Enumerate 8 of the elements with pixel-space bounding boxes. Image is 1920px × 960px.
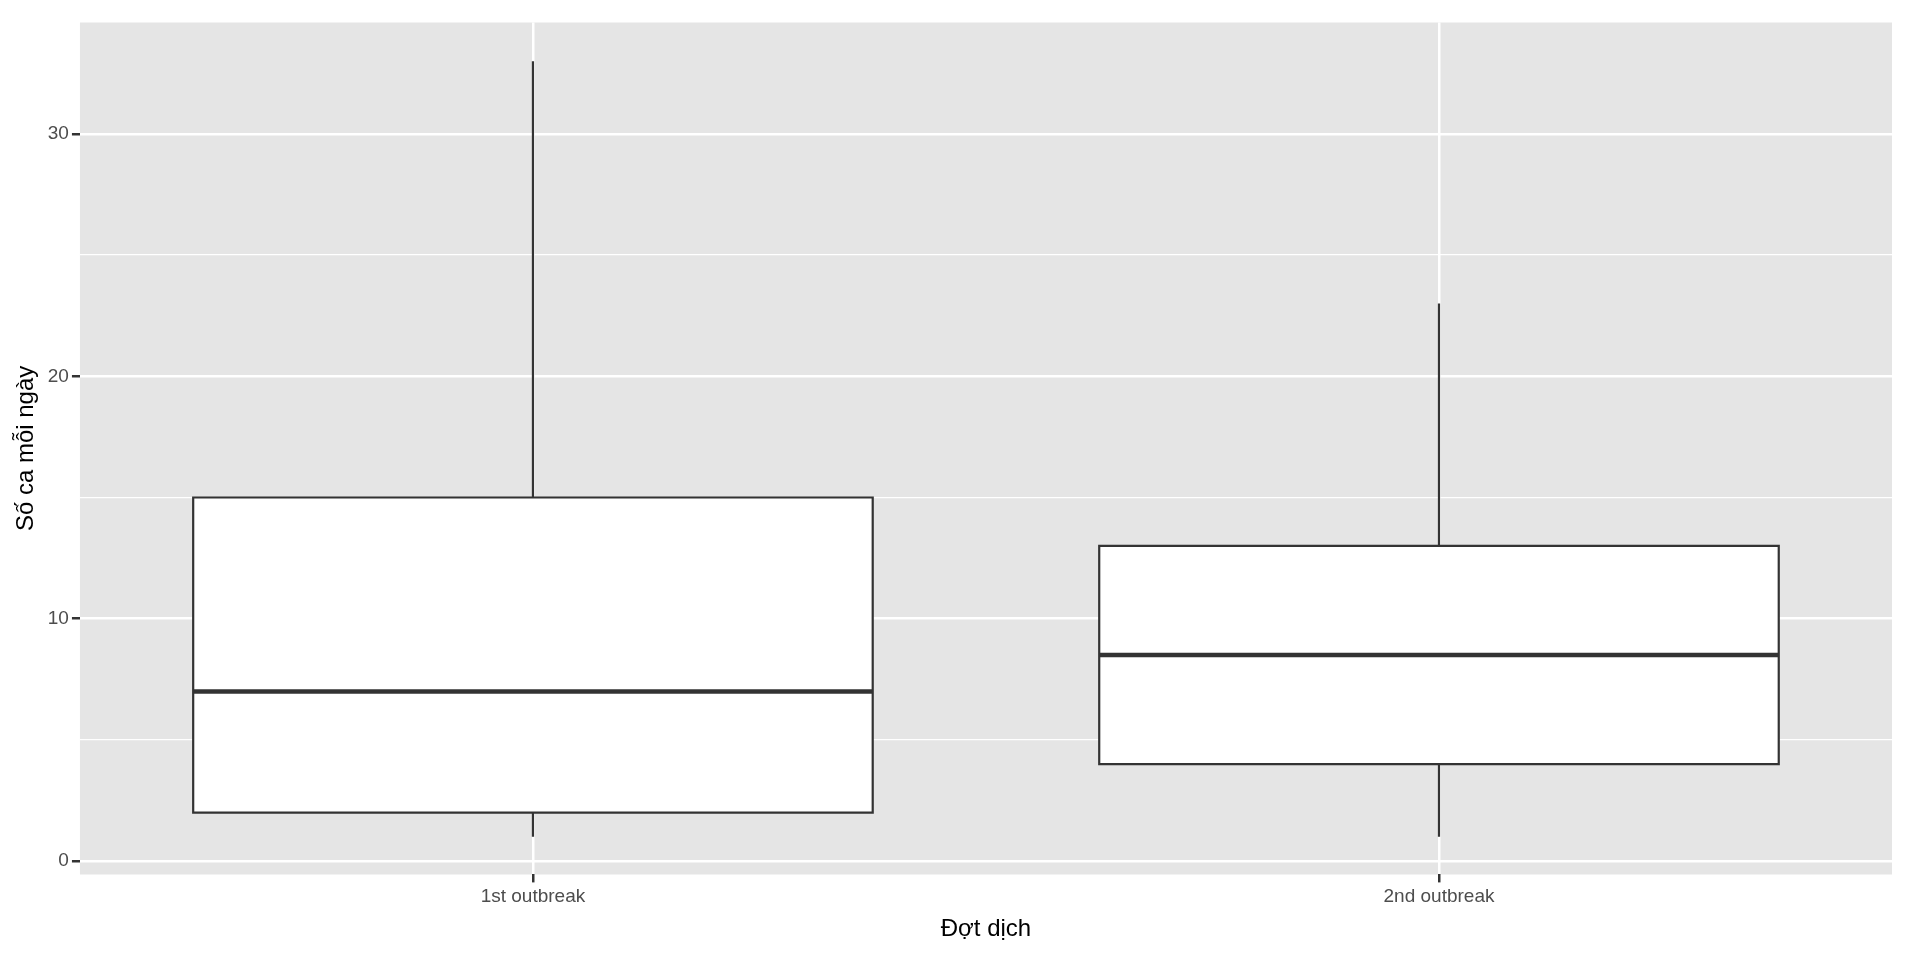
x-tick-label: 1st outbreak (480, 885, 586, 907)
y-tick-label: 0 (58, 849, 69, 871)
y-tick-label: 30 (47, 122, 69, 144)
x-axis-title: Đợt dịch (940, 914, 1032, 942)
y-axis-title: Số ca mỗi ngày (11, 365, 39, 532)
y-tick-label: 10 (47, 606, 69, 628)
x-tick-label: 2nd outbreak (1383, 885, 1495, 907)
y-tick-label: 20 (47, 364, 69, 386)
